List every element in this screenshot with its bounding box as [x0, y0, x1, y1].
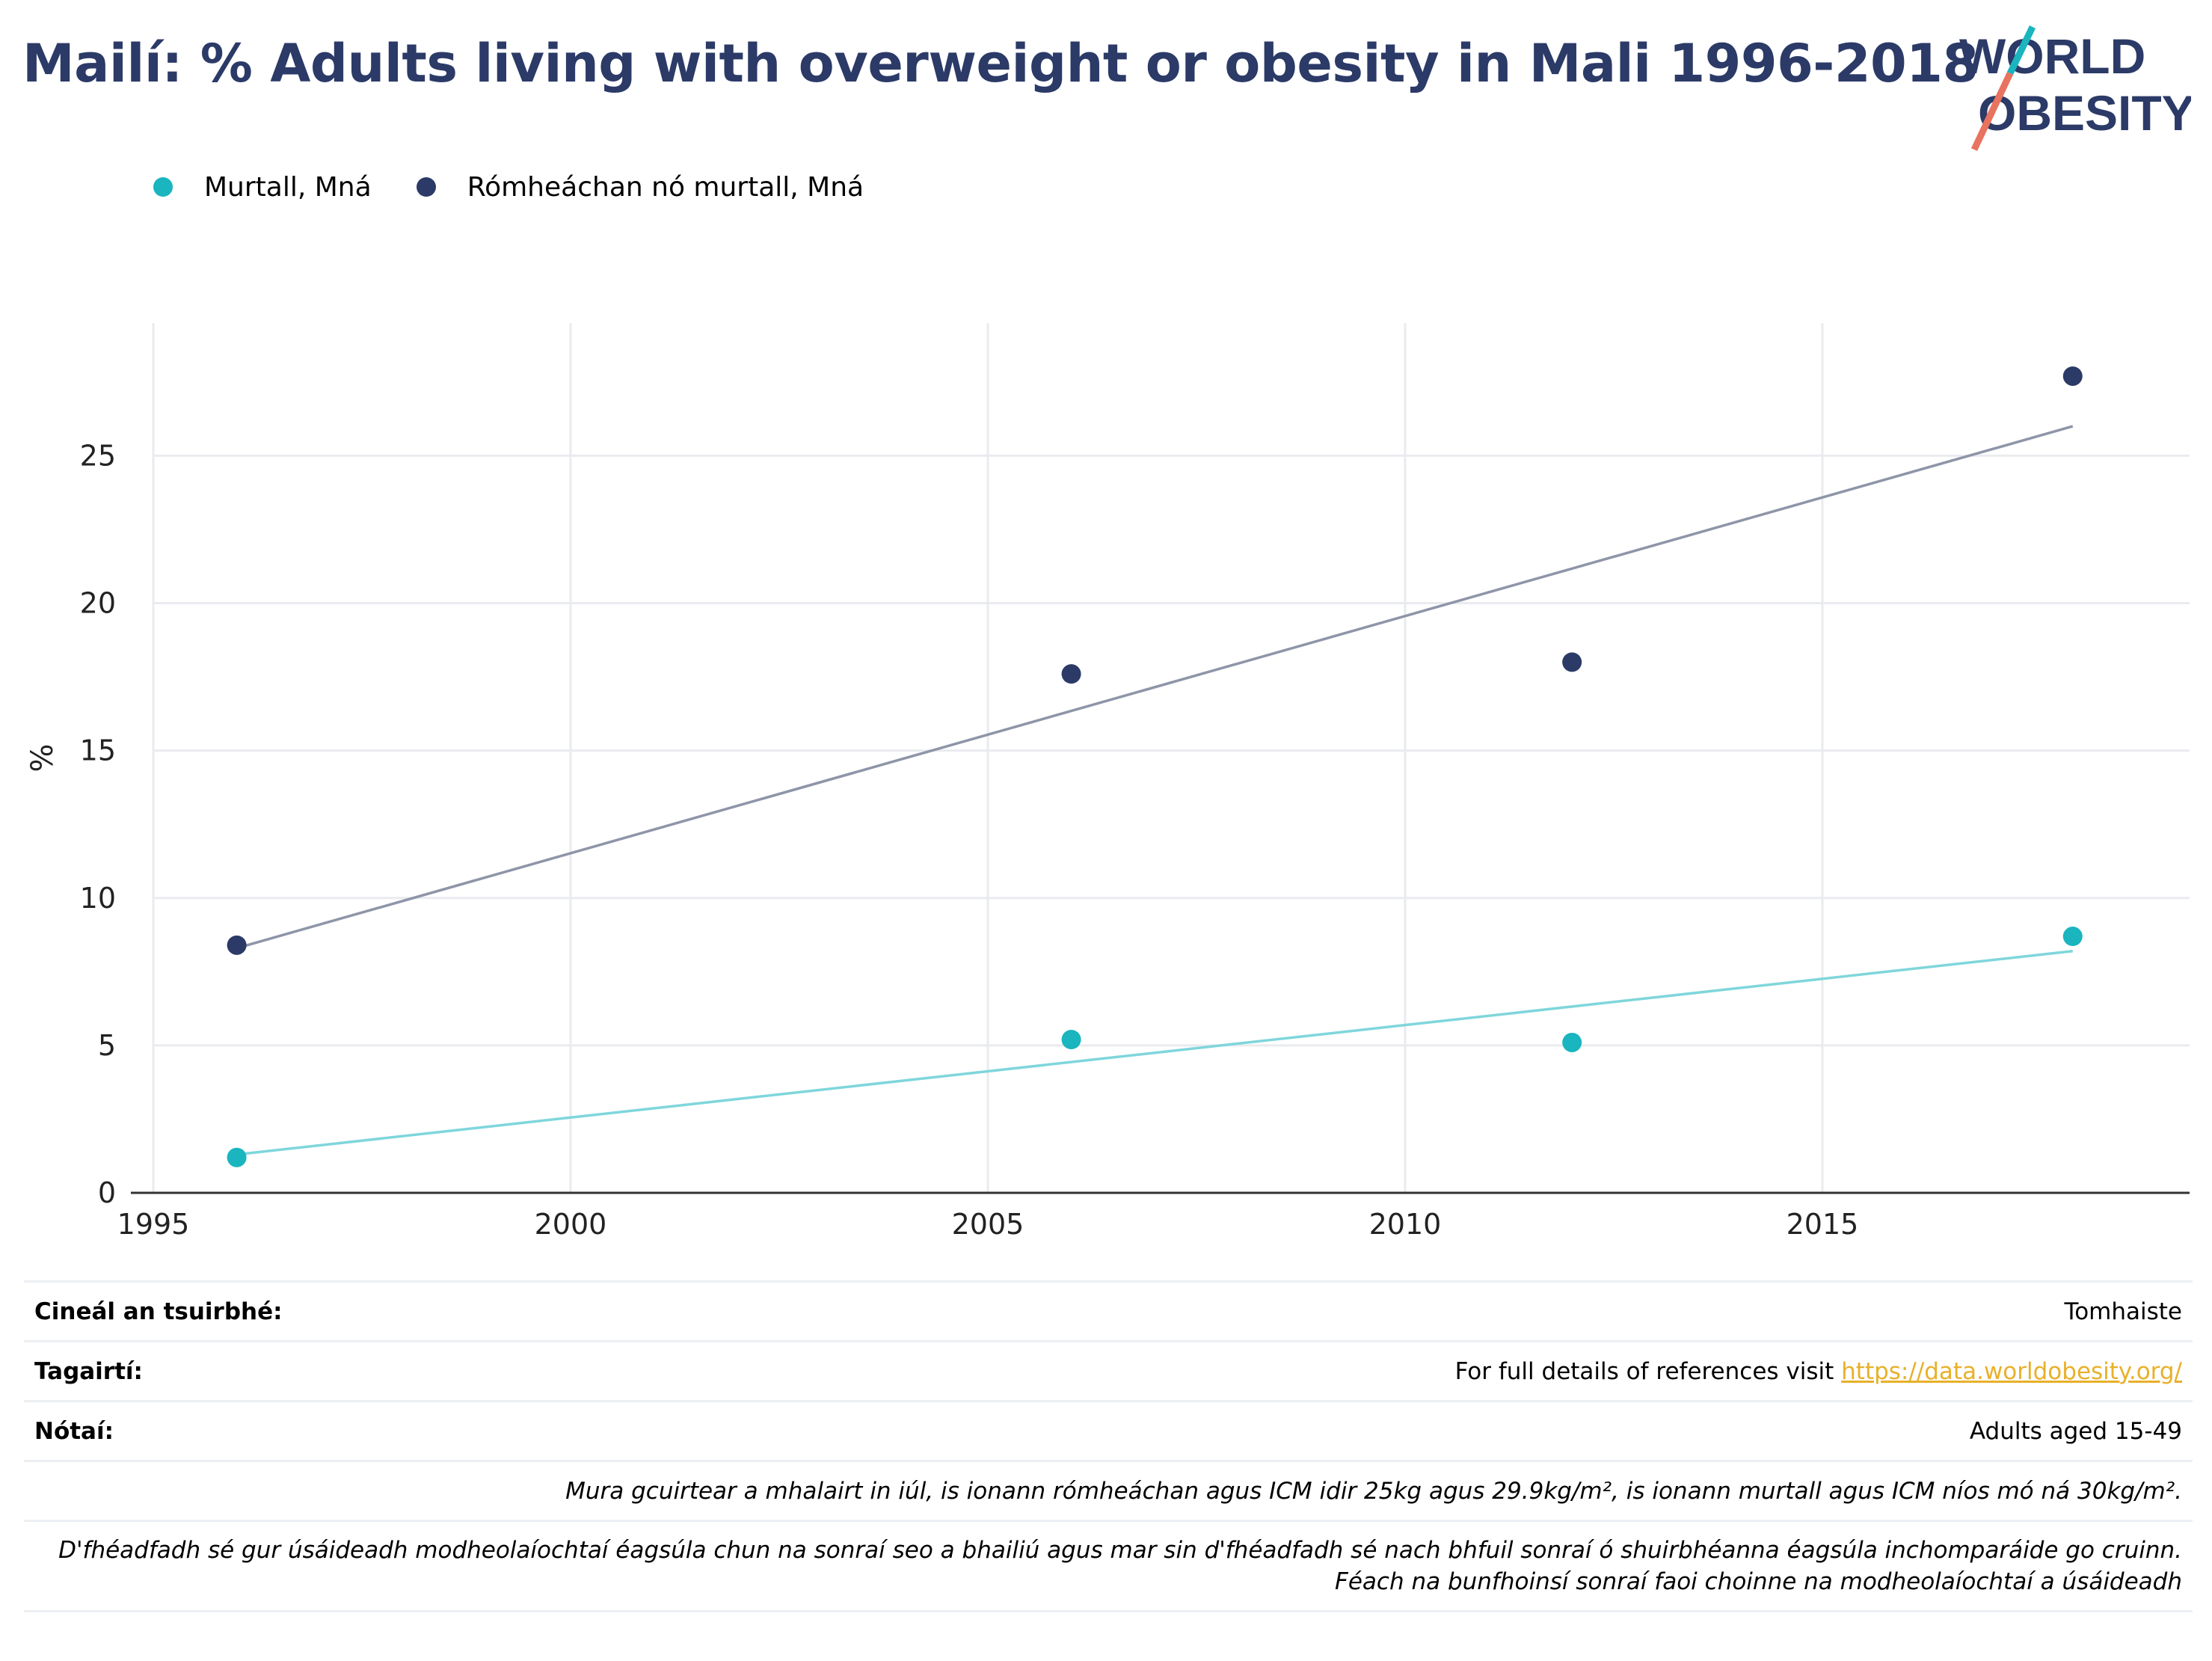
world-obesity-logo: WORLD OBESITY	[1959, 25, 2191, 151]
y-tick-label: 25	[80, 439, 116, 472]
legend-label-obesity: Murtall, Mná	[204, 171, 372, 203]
data-point-obesity	[1061, 1029, 1081, 1049]
legend-item-overweight[interactable]: Rómheáchan nó murtall, Mná	[416, 171, 864, 203]
references-label: Tagairtí:	[34, 1357, 143, 1385]
legend-label-overweight: Rómheáchan nó murtall, Mná	[467, 171, 864, 203]
info-table: Cineál an tsuirbhé: Tomhaiste Tagairtí: …	[24, 1280, 2193, 1612]
methods-note-line-1: D'fhéadfadh sé gur úsáideadh modheolaíoc…	[58, 1537, 2182, 1564]
references-text: For full details of references visit	[1454, 1357, 1842, 1385]
x-tick-label: 2010	[1369, 1208, 1442, 1241]
info-row-survey: Cineál an tsuirbhé: Tomhaiste	[24, 1280, 2193, 1340]
notes-label: Nótaí:	[34, 1417, 114, 1445]
info-row-bmi-note: Mura gcuirtear a mhalairt in iúl, is ion…	[24, 1460, 2193, 1520]
info-row-methods-note: D'fhéadfadh sé gur úsáideadh modheolaíoc…	[24, 1520, 2193, 1612]
info-row-notes: Nótaí: Adults aged 15-49	[24, 1400, 2193, 1460]
x-tick-label: 1995	[117, 1208, 190, 1241]
legend-marker-overweight	[416, 177, 436, 197]
axes: 1995 2000 2005 2010 2015 0 5 10 15 20 25%	[25, 439, 2190, 1241]
y-tick-label: 0	[98, 1176, 116, 1209]
references-link[interactable]: https://data.worldobesity.org/	[1841, 1357, 2182, 1385]
svg-text:WORLD: WORLD	[1959, 28, 2145, 84]
chart-marks	[227, 366, 2083, 1167]
y-tick-label: 15	[80, 734, 116, 767]
x-tick-label: 2005	[952, 1208, 1024, 1241]
svg-text:OBESITY: OBESITY	[1978, 85, 2191, 141]
data-point-obesity	[1562, 1032, 1582, 1052]
data-point-overweight	[2062, 366, 2083, 386]
data-point-overweight	[1061, 664, 1081, 684]
y-tick-label: 20	[80, 587, 116, 620]
page-title: Mailí: % Adults living with overweight o…	[22, 33, 1979, 94]
trend-line-obesity	[236, 949, 2073, 1156]
methods-note: D'fhéadfadh sé gur úsáideadh modheolaíoc…	[34, 1535, 2182, 1597]
bmi-note: Mura gcuirtear a mhalairt in iúl, is ion…	[565, 1477, 2182, 1505]
chart-legend: Murtall, Mná Rómheáchan nó murtall, Mná	[153, 168, 909, 206]
grid-lines	[152, 323, 2190, 1193]
y-tick-label: 5	[98, 1029, 116, 1062]
notes-value: Adults aged 15-49	[1969, 1417, 2182, 1445]
data-point-obesity	[2062, 927, 2083, 947]
y-tick-label: 10	[80, 882, 116, 915]
references-value: For full details of references visit htt…	[1455, 1358, 2182, 1385]
x-tick-label: 2015	[1787, 1208, 1859, 1241]
legend-item-obesity[interactable]: Murtall, Mná	[153, 172, 372, 203]
data-point-overweight	[227, 935, 247, 955]
survey-type-value: Tomhaiste	[2064, 1298, 2182, 1325]
info-row-references: Tagairtí: For full details of references…	[24, 1340, 2193, 1400]
survey-type-label: Cineál an tsuirbhé:	[34, 1298, 283, 1325]
legend-marker-obesity	[153, 177, 173, 197]
methods-note-line-2: Féach na bunfhoinsí sonraí faoi choinne …	[1335, 1568, 2182, 1595]
x-tick-label: 2000	[535, 1208, 607, 1241]
trend-line-overweight	[236, 425, 2074, 950]
y-axis-label: %	[25, 743, 60, 772]
data-point-obesity	[227, 1147, 247, 1167]
scatter-chart: 1995 2000 2005 2010 2015 0 5 10 15 20 25%	[25, 323, 2190, 1241]
data-point-overweight	[1562, 652, 1582, 672]
